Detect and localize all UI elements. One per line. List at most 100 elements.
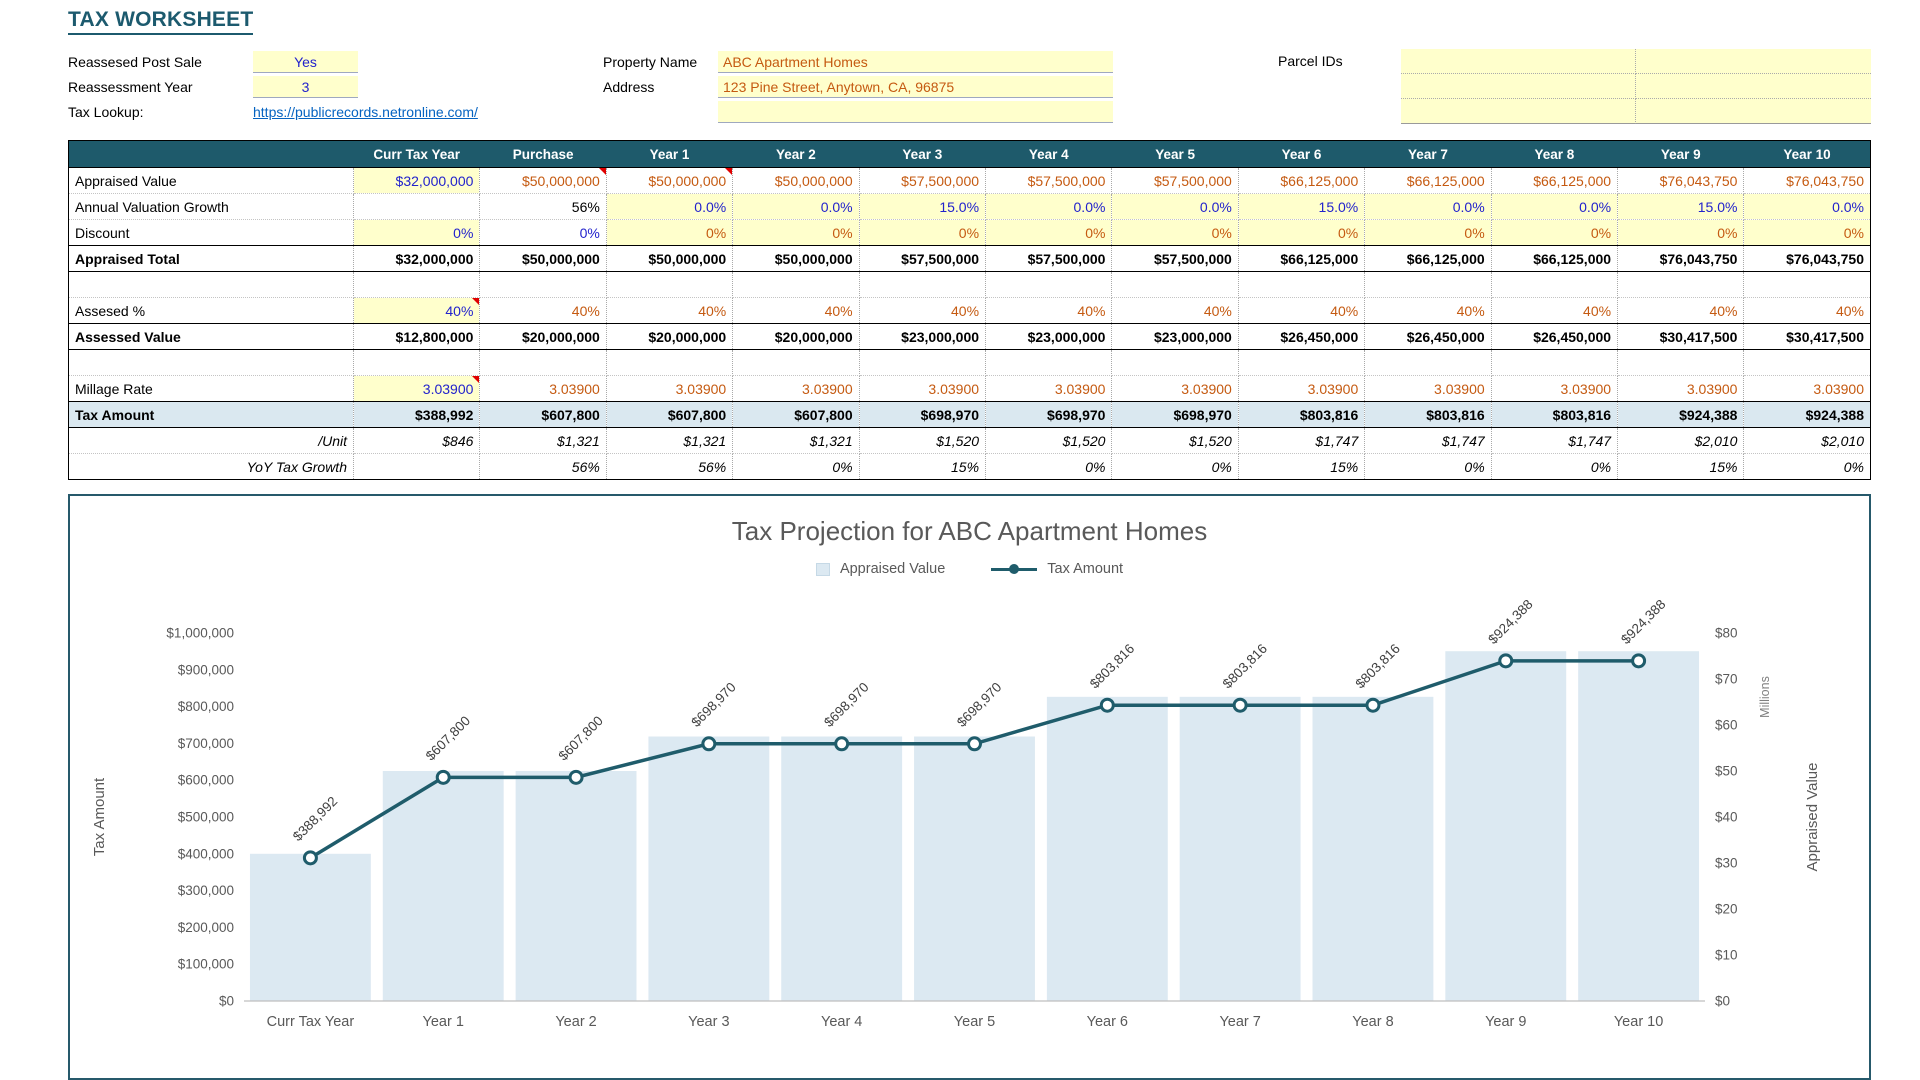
table-cell[interactable]: $924,388 — [1743, 401, 1871, 428]
table-cell[interactable]: 15% — [1238, 453, 1366, 480]
table-cell[interactable]: 40% — [1491, 297, 1619, 324]
table-cell[interactable]: $12,800,000 — [353, 323, 481, 350]
table-cell[interactable]: $20,000,000 — [732, 323, 860, 350]
reassessed-post-sale-input[interactable]: Yes — [253, 50, 358, 73]
table-cell[interactable] — [1491, 349, 1619, 376]
table-cell[interactable]: $26,450,000 — [1364, 323, 1492, 350]
table-cell[interactable]: $607,800 — [732, 401, 860, 428]
table-cell[interactable]: 0% — [1111, 219, 1239, 246]
table-cell[interactable]: $76,043,750 — [1743, 167, 1871, 194]
table-cell[interactable]: 0.0% — [1111, 193, 1239, 220]
table-cell[interactable] — [353, 271, 481, 298]
table-cell[interactable] — [1364, 349, 1492, 376]
table-cell[interactable]: 40% — [479, 297, 607, 324]
parcel-id-cell[interactable] — [1636, 49, 1871, 74]
table-cell[interactable]: $26,450,000 — [1491, 323, 1619, 350]
parcel-id-cell[interactable] — [1636, 99, 1871, 124]
table-cell[interactable]: $1,747 — [1238, 427, 1366, 454]
table-cell[interactable]: $32,000,000 — [353, 245, 481, 272]
table-cell[interactable]: 3.03900 — [1743, 375, 1871, 402]
table-cell[interactable]: $1,520 — [859, 427, 987, 454]
table-cell[interactable]: $50,000,000 — [606, 245, 734, 272]
table-cell[interactable]: $1,520 — [1111, 427, 1239, 454]
table-cell[interactable]: $76,043,750 — [1617, 245, 1745, 272]
table-cell[interactable]: 0% — [859, 219, 987, 246]
table-cell[interactable]: 3.03900 — [479, 375, 607, 402]
reassessment-year-input[interactable]: 3 — [253, 75, 358, 98]
parcel-id-cell[interactable] — [1401, 99, 1636, 124]
table-cell[interactable]: 40% — [985, 297, 1113, 324]
table-cell[interactable]: 0% — [985, 219, 1113, 246]
table-cell[interactable]: 56% — [479, 193, 607, 220]
table-cell[interactable]: 40% — [1238, 297, 1366, 324]
table-cell[interactable] — [606, 349, 734, 376]
table-cell[interactable]: 3.03900 — [859, 375, 987, 402]
address-extra-input[interactable] — [718, 100, 1113, 123]
table-cell[interactable]: 15.0% — [1238, 193, 1366, 220]
table-cell[interactable]: $698,970 — [985, 401, 1113, 428]
table-cell[interactable]: 3.03900 — [1111, 375, 1239, 402]
table-cell[interactable] — [732, 271, 860, 298]
table-cell[interactable]: 0.0% — [1743, 193, 1871, 220]
table-cell[interactable]: $23,000,000 — [859, 323, 987, 350]
table-cell[interactable]: $26,450,000 — [1238, 323, 1366, 350]
table-cell[interactable]: 3.03900 — [606, 375, 734, 402]
table-cell[interactable]: 0% — [606, 219, 734, 246]
table-cell[interactable]: 0.0% — [985, 193, 1113, 220]
table-cell[interactable]: $1,321 — [606, 427, 734, 454]
table-cell[interactable]: 56% — [479, 453, 607, 480]
table-cell[interactable]: $50,000,000 — [606, 167, 734, 194]
table-cell[interactable]: $57,500,000 — [1111, 245, 1239, 272]
table-cell[interactable] — [353, 193, 481, 220]
property-name-input[interactable]: ABC Apartment Homes — [718, 50, 1113, 73]
table-cell[interactable]: 3.03900 — [353, 375, 481, 402]
table-cell[interactable]: $76,043,750 — [1743, 245, 1871, 272]
table-cell[interactable] — [1111, 349, 1239, 376]
table-cell[interactable]: $20,000,000 — [479, 323, 607, 350]
table-cell[interactable] — [1364, 271, 1492, 298]
table-cell[interactable] — [1111, 271, 1239, 298]
table-cell[interactable]: $76,043,750 — [1617, 167, 1745, 194]
table-cell[interactable]: $1,747 — [1491, 427, 1619, 454]
table-cell[interactable]: $57,500,000 — [859, 245, 987, 272]
table-cell[interactable]: $30,417,500 — [1617, 323, 1745, 350]
table-cell[interactable]: $846 — [353, 427, 481, 454]
table-cell[interactable] — [1491, 271, 1619, 298]
table-cell[interactable]: $924,388 — [1617, 401, 1745, 428]
table-cell[interactable]: $698,970 — [859, 401, 987, 428]
table-cell[interactable]: 0% — [1743, 453, 1871, 480]
table-cell[interactable]: $698,970 — [1111, 401, 1239, 428]
table-cell[interactable]: $803,816 — [1491, 401, 1619, 428]
table-cell[interactable] — [1743, 271, 1871, 298]
table-cell[interactable]: 0.0% — [1491, 193, 1619, 220]
table-cell[interactable]: 3.03900 — [1617, 375, 1745, 402]
table-cell[interactable] — [479, 271, 607, 298]
table-cell[interactable] — [859, 349, 987, 376]
table-cell[interactable]: $2,010 — [1617, 427, 1745, 454]
parcel-id-cell[interactable] — [1636, 74, 1871, 99]
table-cell[interactable]: 15% — [1617, 453, 1745, 480]
table-cell[interactable]: $50,000,000 — [479, 245, 607, 272]
table-cell[interactable]: $607,800 — [479, 401, 607, 428]
table-cell[interactable]: $57,500,000 — [985, 245, 1113, 272]
table-cell[interactable]: $66,125,000 — [1238, 167, 1366, 194]
table-cell[interactable]: 0.0% — [1364, 193, 1492, 220]
table-cell[interactable]: $20,000,000 — [606, 323, 734, 350]
table-cell[interactable]: 40% — [1743, 297, 1871, 324]
table-cell[interactable]: 0% — [479, 219, 607, 246]
table-cell[interactable]: $66,125,000 — [1491, 167, 1619, 194]
table-cell[interactable]: $388,992 — [353, 401, 481, 428]
table-cell[interactable] — [859, 271, 987, 298]
table-cell[interactable]: 0.0% — [606, 193, 734, 220]
table-cell[interactable]: $66,125,000 — [1491, 245, 1619, 272]
table-cell[interactable]: 40% — [1364, 297, 1492, 324]
table-cell[interactable]: 15.0% — [1617, 193, 1745, 220]
table-cell[interactable] — [985, 271, 1113, 298]
table-cell[interactable] — [353, 453, 481, 480]
table-cell[interactable]: 15.0% — [859, 193, 987, 220]
table-cell[interactable]: 0% — [1491, 219, 1619, 246]
tax-lookup-link[interactable]: https://publicrecords.netronline.com/ — [253, 103, 478, 120]
table-cell[interactable]: 0% — [985, 453, 1113, 480]
table-cell[interactable]: 0% — [732, 453, 860, 480]
table-cell[interactable]: $50,000,000 — [479, 167, 607, 194]
